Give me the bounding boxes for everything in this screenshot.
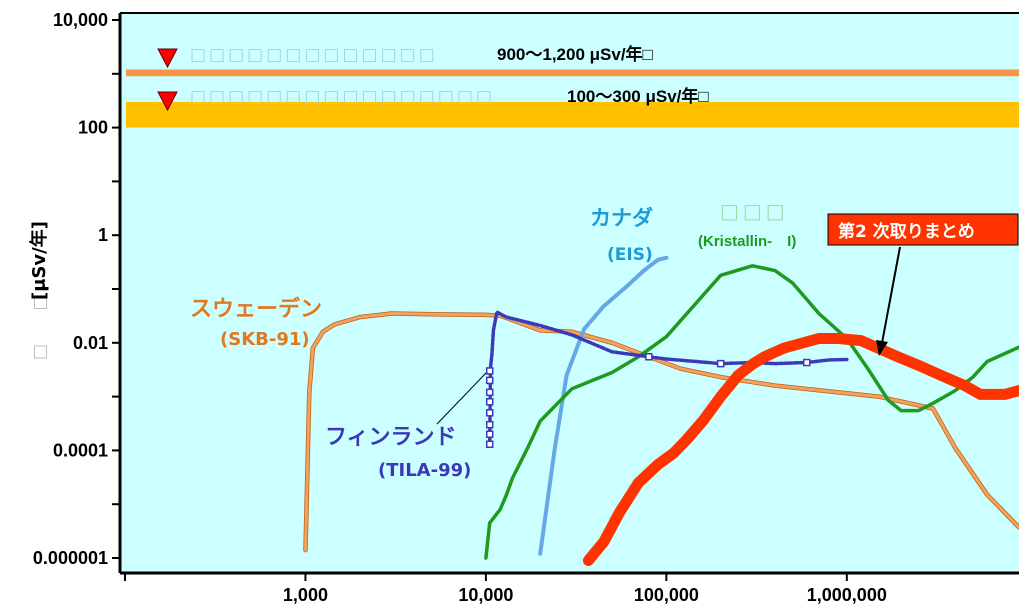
series-point [485, 420, 494, 429]
band-range-label: 100〜300 μSv/年□ [567, 86, 709, 106]
series-sub-finland: (TILA-99) [378, 460, 471, 481]
series-point [645, 353, 653, 361]
finland-leader-line [436, 372, 487, 425]
y-tick-label: 10,000 [53, 10, 108, 30]
band-1 [126, 101, 1019, 128]
y-axis-title: [μSv/年] [28, 221, 50, 300]
series-line-0 [304, 312, 1019, 552]
series-point [485, 409, 494, 417]
series-point [485, 367, 494, 375]
series-line-3 [487, 310, 849, 448]
y-axis-prefix: □ □ [30, 280, 50, 360]
band-marker-icon [157, 48, 178, 69]
y-tick-label: 0.0001 [53, 440, 108, 460]
x-tick-label: 1,000 [283, 585, 328, 605]
series-point [485, 440, 494, 449]
series-label-sweden: スウェーデン [190, 296, 322, 322]
series-sub-kristallin: (Kristallin- I) [698, 233, 796, 250]
series-label-h12: 第2 次取りまとめ [838, 221, 975, 242]
band-0 [126, 69, 1019, 77]
series-point [716, 359, 725, 368]
series-line-4 [582, 333, 1019, 566]
x-tick-label: 10,000 [458, 585, 513, 605]
band-range-label: 900〜1,200 μSv/年□ [497, 44, 653, 64]
series-point [485, 376, 494, 385]
y-tick-label: 0.01 [73, 333, 108, 353]
x-tick-label: 100,000 [634, 585, 699, 605]
bands-layer [126, 69, 1019, 128]
series-layer [303, 255, 1019, 566]
x-tick-label: 1,000,000 [807, 585, 887, 605]
band-name-label: □□□□□□□□□□□□□□□□ [190, 87, 495, 107]
band-name-label: □□□□□□□□□□□□□ [190, 45, 438, 65]
y-tick-label: 100 [78, 118, 108, 138]
series-label-canada: カナダ [590, 206, 653, 230]
callout-box [827, 213, 1019, 246]
y-tick-label: 0.000001 [33, 548, 108, 568]
series-point [803, 358, 811, 367]
series-point [485, 398, 494, 406]
series-sub-sweden: (SKB-91) [220, 329, 310, 350]
callout-arrowhead-icon [876, 340, 888, 356]
series-line-2 [484, 264, 1019, 560]
series-line-1 [538, 255, 669, 556]
band-marker-icon [157, 91, 178, 112]
callout-arrow-line [881, 246, 901, 344]
ticks-layer: 10,000 100 1 0.01 0.0001 0.000001 1,000 10,000 1… [33, 10, 887, 605]
series-label-kristallin: □□□ [720, 199, 789, 223]
series-point [485, 430, 494, 438]
series-label-finland: フィンランド [325, 425, 457, 450]
series-sub-canada: (EIS) [607, 245, 653, 265]
y-tick-label: 1 [98, 225, 108, 245]
series-point [485, 388, 494, 397]
